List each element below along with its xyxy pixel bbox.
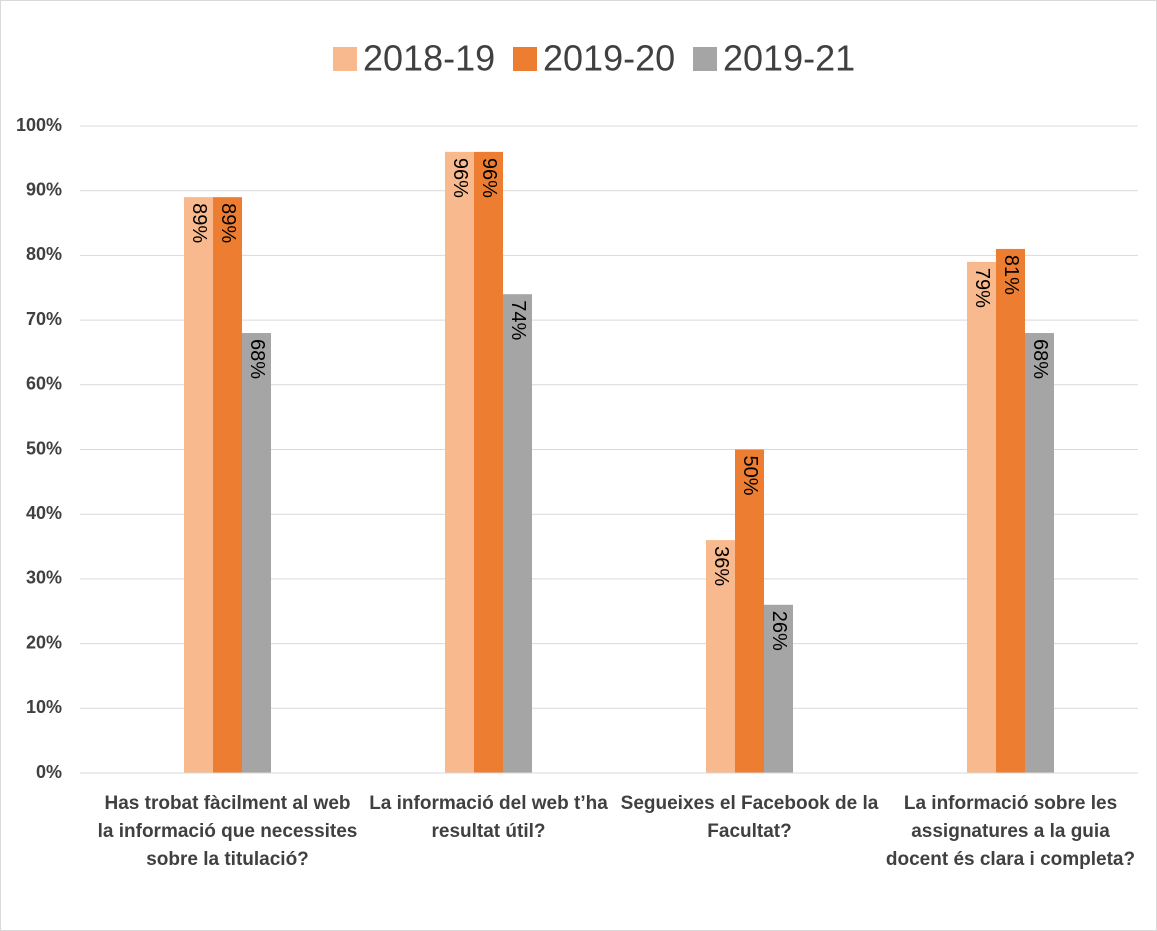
x-tick-label: Segueixes el Facebook de la Facultat? <box>620 793 879 842</box>
data-label: 96% <box>478 158 500 198</box>
y-tick-label: 0% <box>36 762 62 782</box>
bar <box>242 333 271 773</box>
bar <box>184 197 213 774</box>
data-label: 96% <box>449 158 471 198</box>
y-tick-label: 50% <box>26 438 62 458</box>
data-label: 36% <box>710 546 732 586</box>
data-label: 89% <box>188 203 210 243</box>
data-label: 68% <box>1029 339 1051 379</box>
bar <box>445 151 474 773</box>
bar <box>503 294 532 773</box>
data-label: 68% <box>246 339 268 379</box>
data-label: 79% <box>971 268 993 308</box>
y-tick-label: 80% <box>26 244 62 264</box>
data-label: 50% <box>739 456 761 496</box>
bar <box>213 197 242 774</box>
x-tick-label: La informació del web t’ha resultat útil… <box>369 793 608 842</box>
bar <box>996 248 1025 773</box>
legend-label: 2018-19 <box>363 38 495 79</box>
x-tick-label: Has trobat fàcilment al web la informaci… <box>97 793 358 870</box>
legend-swatch <box>513 47 537 71</box>
legend-swatch <box>333 47 357 71</box>
data-label: 89% <box>217 203 239 243</box>
y-tick-label: 70% <box>26 309 62 329</box>
data-label: 81% <box>1000 255 1022 295</box>
y-tick-label: 40% <box>26 503 62 523</box>
data-label: 26% <box>768 611 790 651</box>
y-tick-label: 60% <box>26 374 62 394</box>
legend-label: 2019-21 <box>723 38 855 79</box>
bar <box>764 604 793 773</box>
bar <box>735 449 764 773</box>
y-tick-label: 10% <box>26 697 62 717</box>
bar <box>1025 333 1054 773</box>
y-tick-label: 30% <box>26 568 62 588</box>
legend-label: 2019-20 <box>543 38 675 79</box>
y-tick-label: 100% <box>16 115 62 135</box>
y-tick-label: 90% <box>26 179 62 199</box>
x-tick-label: La informació sobre les assignatures a l… <box>885 793 1136 870</box>
bar <box>474 151 503 773</box>
data-label: 74% <box>507 300 529 340</box>
bar <box>967 261 996 773</box>
bar <box>706 540 735 773</box>
legend-swatch <box>693 47 717 71</box>
y-tick-label: 20% <box>26 632 62 652</box>
